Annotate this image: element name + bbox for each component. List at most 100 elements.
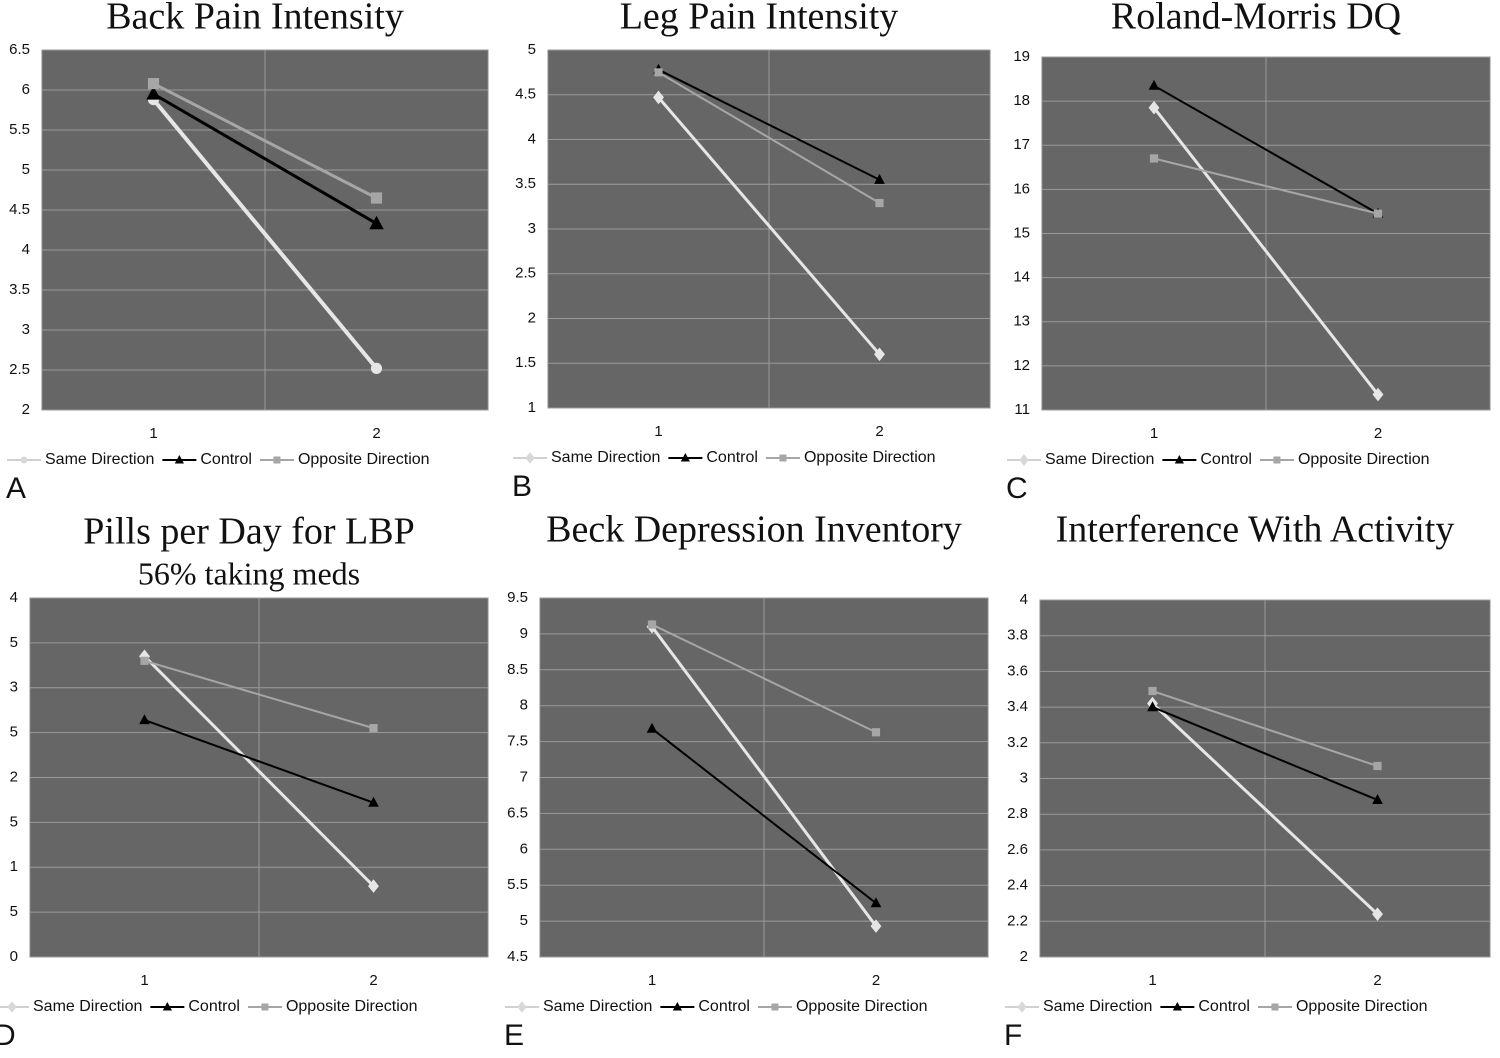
legend-label: Same Direction bbox=[543, 998, 652, 1015]
y-tick-label: 3.5 bbox=[9, 281, 30, 298]
marker bbox=[870, 897, 882, 908]
legend-label: Same Direction bbox=[551, 449, 660, 466]
x-tick-label: 2 bbox=[369, 972, 377, 989]
series-line bbox=[151, 98, 379, 370]
chart: Interference With Activity 2 2.2 2.4 2.6 2.8 3… bbox=[1004, 509, 1491, 1052]
y-tick-label: 4 bbox=[22, 241, 30, 258]
series-line bbox=[144, 659, 374, 730]
legend-label: Same Direction bbox=[1045, 451, 1154, 468]
series-line bbox=[1152, 690, 1378, 767]
y-tick-label: 4.5 bbox=[515, 86, 536, 103]
series-line bbox=[651, 623, 877, 734]
y-tick-label: 3 bbox=[10, 679, 18, 696]
marker bbox=[1148, 100, 1160, 115]
y-tick-label: 18 bbox=[1013, 92, 1030, 109]
marker bbox=[779, 454, 787, 462]
marker bbox=[1017, 1001, 1027, 1013]
chart-title: Leg Pain Intensity bbox=[620, 0, 899, 38]
x-tick-label: 1 bbox=[654, 423, 662, 440]
y-tick-label: 3.2 bbox=[1007, 734, 1028, 751]
y-tick-label: 6 bbox=[520, 840, 528, 857]
legend-label: Control bbox=[188, 998, 240, 1015]
y-tick-label: 3.8 bbox=[1007, 627, 1028, 644]
y-tick-label: 2.8 bbox=[1007, 805, 1028, 822]
y-tick-label: 5.5 bbox=[507, 876, 528, 893]
y-tick-label: 6.5 bbox=[507, 804, 528, 821]
marker bbox=[1147, 701, 1158, 712]
marker bbox=[1273, 456, 1281, 464]
marker bbox=[1372, 794, 1383, 805]
series-line bbox=[657, 96, 881, 356]
y-tick-label: 17 bbox=[1013, 136, 1030, 153]
marker bbox=[525, 452, 535, 464]
legend-label: Opposite Direction bbox=[796, 998, 928, 1015]
marker bbox=[1271, 1003, 1279, 1011]
marker bbox=[273, 456, 281, 464]
x-tick-label: 2 bbox=[372, 425, 380, 442]
marker bbox=[874, 347, 885, 362]
y-tick-label: 6 bbox=[22, 81, 30, 98]
y-tick-label: 2 bbox=[528, 309, 536, 326]
panel-letter: B bbox=[512, 470, 532, 503]
x-tick-label: 1 bbox=[1150, 425, 1158, 442]
y-tick-label: 3.5 bbox=[515, 175, 536, 192]
y-tick-label: 3 bbox=[1020, 769, 1028, 786]
marker bbox=[1372, 387, 1384, 402]
marker bbox=[1372, 907, 1383, 921]
y-tick-label: 5 bbox=[520, 912, 528, 929]
x-tick-label: 1 bbox=[149, 425, 157, 442]
y-tick-label: 9.5 bbox=[507, 589, 528, 606]
y-tick-label: 2.6 bbox=[1007, 841, 1028, 858]
y-tick-label: 5 bbox=[22, 161, 30, 178]
marker bbox=[368, 879, 379, 893]
y-tick-label: 7 bbox=[520, 768, 528, 785]
marker bbox=[146, 86, 161, 100]
marker bbox=[147, 78, 160, 90]
y-tick-label: 11 bbox=[1014, 401, 1030, 418]
marker bbox=[370, 192, 383, 204]
series-line bbox=[657, 71, 881, 204]
legend-label: Opposite Direction bbox=[286, 998, 418, 1015]
marker bbox=[7, 1001, 17, 1013]
x-tick-label: 1 bbox=[1148, 972, 1156, 989]
legend-label: Opposite Direction bbox=[298, 451, 430, 468]
y-tick-label: 5 bbox=[10, 903, 18, 920]
series-line bbox=[1153, 84, 1379, 215]
y-tick-label: 16 bbox=[1013, 180, 1030, 197]
legend-label: Control bbox=[706, 449, 758, 466]
x-tick-label: 2 bbox=[1373, 972, 1381, 989]
marker bbox=[680, 452, 690, 462]
y-tick-label: 14 bbox=[1013, 269, 1030, 286]
chart-subtitle: 56% taking meds bbox=[138, 555, 360, 591]
chart-title: Beck Depression Inventory bbox=[546, 509, 962, 551]
series-line bbox=[152, 92, 378, 225]
y-tick-label: 4 bbox=[528, 130, 536, 147]
y-tick-label: 2 bbox=[1020, 948, 1028, 965]
panel-letter: E bbox=[504, 1019, 524, 1052]
marker bbox=[871, 728, 881, 737]
y-tick-label: 7.5 bbox=[507, 733, 528, 750]
marker bbox=[261, 1003, 269, 1011]
marker bbox=[653, 90, 664, 105]
marker bbox=[1373, 209, 1383, 218]
y-tick-label: 5 bbox=[10, 813, 18, 830]
legend-label: Control bbox=[200, 451, 252, 468]
marker bbox=[1148, 686, 1157, 696]
marker bbox=[174, 454, 184, 464]
y-tick-label: 9 bbox=[520, 625, 528, 642]
chart-title: Interference With Activity bbox=[1056, 509, 1455, 551]
x-tick-label: 1 bbox=[648, 972, 656, 989]
y-tick-label: 8.5 bbox=[507, 661, 528, 678]
x-tick-label: 2 bbox=[872, 972, 880, 989]
marker bbox=[654, 68, 663, 77]
chart: Back Pain Intensity 2 2.5 3 3.5 4 4.5 5 5.5 6 6.5 1… bbox=[6, 0, 489, 505]
chart: Beck Depression Inventory 4.5 5 5.5 6 6.5 7 7.5… bbox=[504, 509, 989, 1052]
marker bbox=[1373, 761, 1382, 771]
series-line bbox=[143, 655, 375, 888]
y-tick-label: 5 bbox=[528, 41, 536, 58]
y-tick-label: 5 bbox=[10, 634, 18, 651]
y-tick-label: 12 bbox=[1013, 357, 1030, 374]
